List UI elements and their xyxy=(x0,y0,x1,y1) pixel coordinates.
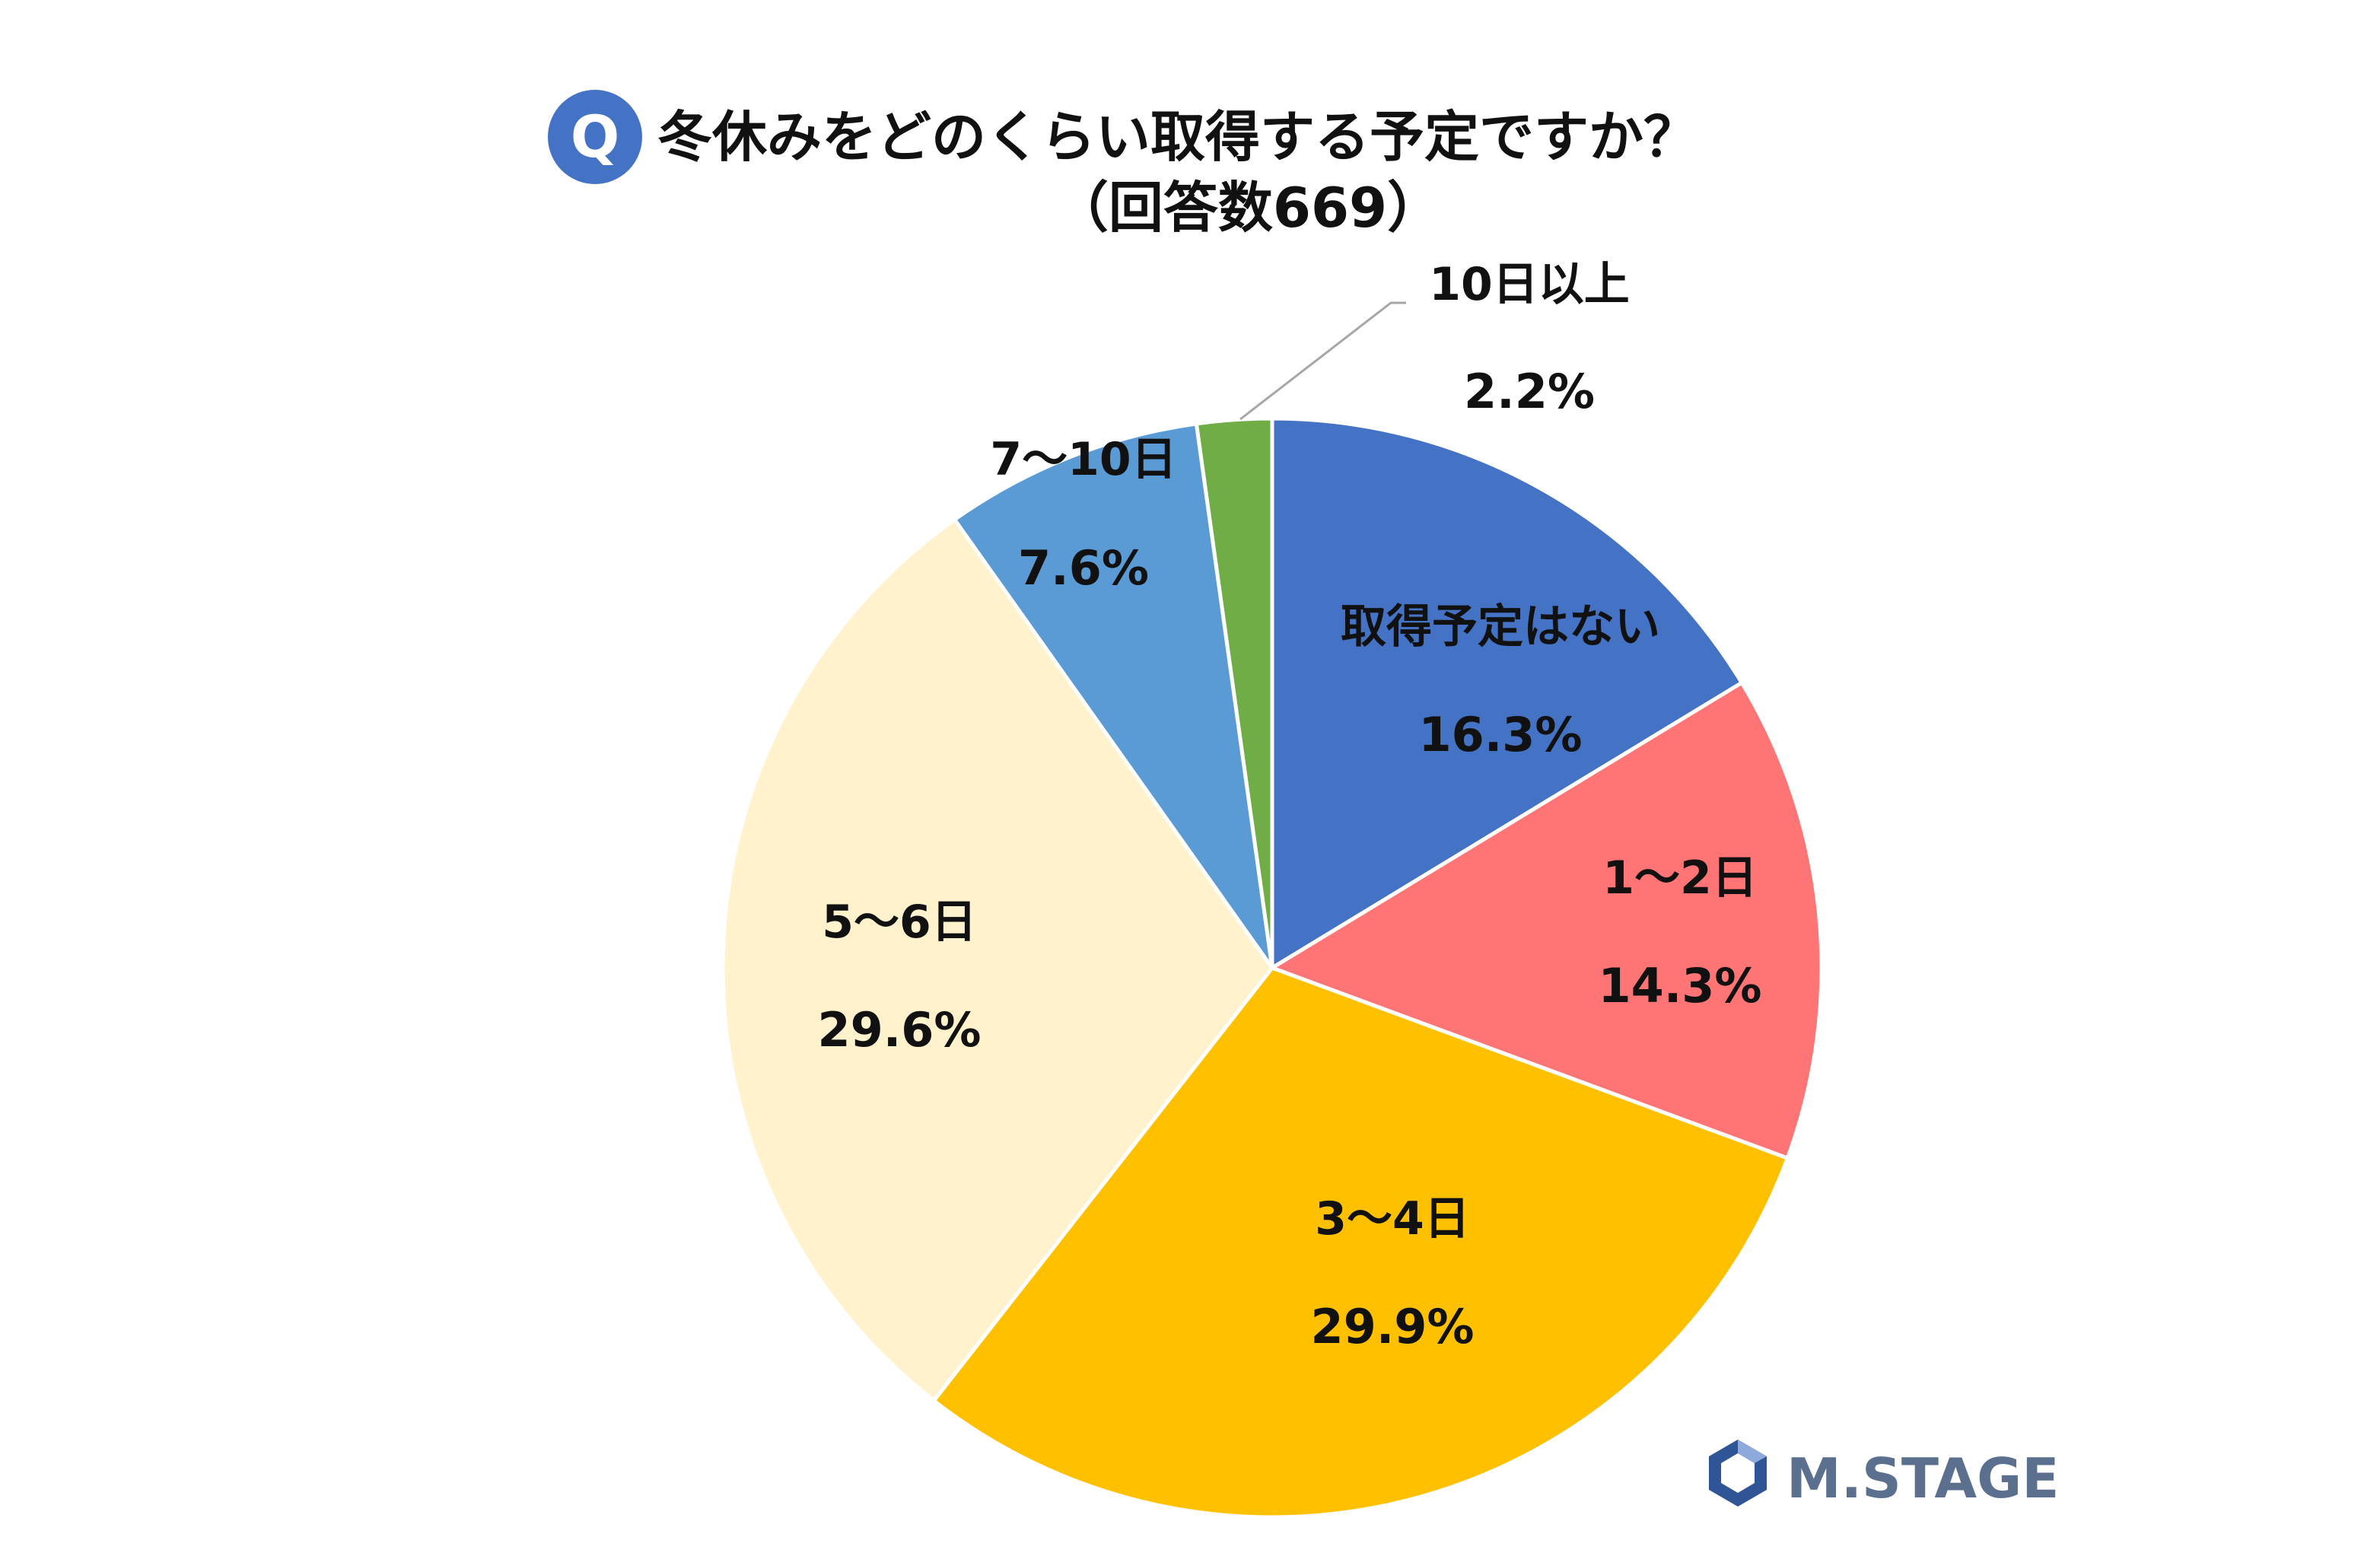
brand-logo-hexagon-inner-icon xyxy=(1721,1453,1755,1493)
slice-label-3-value: 29.6% xyxy=(817,1002,981,1058)
slice-label-4-value: 7.6% xyxy=(1018,540,1149,596)
brand-logo-text: M.STAGE xyxy=(1787,1446,2059,1510)
pie-slice-4 xyxy=(953,422,1274,970)
slice-label-2-value: 29.9% xyxy=(1310,1299,1474,1354)
slice-label-0-value: 16.3% xyxy=(1418,707,1582,762)
question-badge-letter: Q xyxy=(571,103,620,170)
question-badge xyxy=(548,90,642,184)
slice-label-5-category: 10日以上 xyxy=(1429,258,1630,311)
pie-slice-5 xyxy=(1194,416,1274,970)
brand-logo-facet-icon xyxy=(1738,1440,1767,1463)
chart-subtitle: （回答数669） xyxy=(1054,176,1442,240)
slice-label-0-category: 取得予定はない xyxy=(1341,600,1660,654)
slice-labels: 取得予定はない 16.3% 1～2日 14.3% 3～4日 29.9% 5～6日… xyxy=(817,258,1761,1354)
slice-label-5-value: 2.2% xyxy=(1464,364,1595,419)
chart-title: 冬休みをどのくらい取得する予定ですか？ xyxy=(657,105,1698,169)
slice-label-2-category: 3～4日 xyxy=(1315,1192,1470,1246)
pie-slice-0 xyxy=(1270,416,1744,970)
slice-label-1-value: 14.3% xyxy=(1598,958,1761,1013)
slice-label-1-category: 1～2日 xyxy=(1602,851,1758,905)
leader-line xyxy=(1239,301,1406,421)
slice-label-4-category: 7～10日 xyxy=(990,433,1176,486)
pie-slice-1 xyxy=(1270,680,1824,1160)
pie-slice-2 xyxy=(931,966,1790,1519)
pie-slices xyxy=(721,416,1824,1519)
title-block: Q 冬休みをどのくらい取得する予定ですか？ （回答数669） xyxy=(548,90,1698,240)
brand-logo: M.STAGE xyxy=(1709,1440,2059,1510)
slice-label-3-category: 5～6日 xyxy=(822,896,977,949)
pie-slice-3 xyxy=(721,517,1274,1403)
